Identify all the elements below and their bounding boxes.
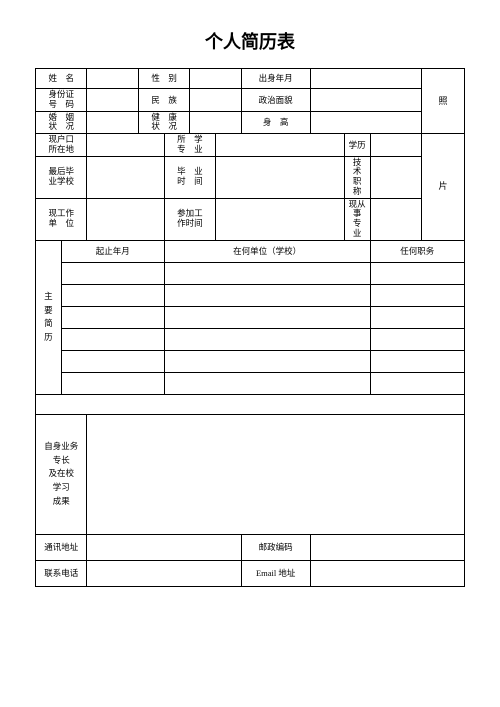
history-period-1 [61, 262, 164, 284]
value-school [87, 156, 164, 198]
label-address: 通讯地址 [36, 534, 87, 560]
label-height: 身 高 [241, 111, 310, 134]
value-education [370, 134, 421, 157]
label-tech-title: 技 术 职 称 [344, 156, 370, 198]
label-unit: 在何单位（学校） [164, 240, 370, 262]
skills-top-strip [36, 394, 465, 414]
label-phone: 联系电话 [36, 560, 87, 586]
history-period-3 [61, 306, 164, 328]
value-postcode [310, 534, 465, 560]
label-id: 身份证 号 码 [36, 89, 87, 112]
history-pos-4 [370, 328, 464, 350]
label-skills-side: 自身业务 专长 及在校 学习 成果 [36, 414, 87, 534]
history-unit-2 [164, 284, 370, 306]
label-politics: 政治面貌 [241, 89, 310, 112]
value-health [190, 111, 241, 134]
history-period-4 [61, 328, 164, 350]
label-residence: 现户口 所在地 [36, 134, 87, 157]
value-politics [310, 89, 422, 112]
value-current-major [370, 198, 421, 240]
photo-top: 照 [422, 69, 465, 134]
label-work-start: 参加工 作时间 [164, 198, 215, 240]
label-current-major: 现从事 专 业 [344, 198, 370, 240]
label-ethnicity: 民 族 [138, 89, 189, 112]
value-address [87, 534, 241, 560]
value-email [310, 560, 465, 586]
value-residence [87, 134, 164, 157]
label-marital: 婚 姻 状 况 [36, 111, 87, 134]
label-history-side: 主 要 简 历 [36, 240, 62, 394]
label-name: 姓 名 [36, 69, 87, 89]
value-birth [310, 69, 422, 89]
value-gender [190, 69, 241, 89]
history-unit-3 [164, 306, 370, 328]
history-unit-5 [164, 350, 370, 372]
history-period-6 [61, 372, 164, 394]
label-education: 学历 [344, 134, 370, 157]
history-unit-1 [164, 262, 370, 284]
label-gender: 性 别 [138, 69, 189, 89]
label-grad-date: 毕 业 时 间 [164, 156, 215, 198]
history-pos-1 [370, 262, 464, 284]
label-major: 所 学 专 业 [164, 134, 215, 157]
label-postcode: 邮政编码 [241, 534, 310, 560]
history-pos-6 [370, 372, 464, 394]
history-period-2 [61, 284, 164, 306]
value-height [310, 111, 422, 134]
value-employer [87, 198, 164, 240]
value-ethnicity [190, 89, 241, 112]
value-skills [87, 414, 465, 534]
history-pos-3 [370, 306, 464, 328]
value-major [216, 134, 345, 157]
value-id [87, 89, 138, 112]
page-title: 个人简历表 [35, 28, 465, 54]
history-period-5 [61, 350, 164, 372]
label-school: 最后毕 业学校 [36, 156, 87, 198]
value-phone [87, 560, 241, 586]
resume-table: 姓 名 性 别 出身年月 照 身份证 号 码 民 族 政治面貌 婚 姻 状 况 … [35, 68, 465, 587]
value-name [87, 69, 138, 89]
history-unit-6 [164, 372, 370, 394]
history-pos-5 [370, 350, 464, 372]
value-tech-title [370, 156, 421, 198]
photo-bot: 片 [422, 134, 465, 241]
history-pos-2 [370, 284, 464, 306]
history-unit-4 [164, 328, 370, 350]
label-email: Email 地址 [241, 560, 310, 586]
label-health: 健 康 状 况 [138, 111, 189, 134]
label-employer: 现工作 单 位 [36, 198, 87, 240]
value-marital [87, 111, 138, 134]
label-period: 起止年月 [61, 240, 164, 262]
label-position: 任何职务 [370, 240, 464, 262]
value-work-start [216, 198, 345, 240]
label-birth: 出身年月 [241, 69, 310, 89]
value-grad-date [216, 156, 345, 198]
